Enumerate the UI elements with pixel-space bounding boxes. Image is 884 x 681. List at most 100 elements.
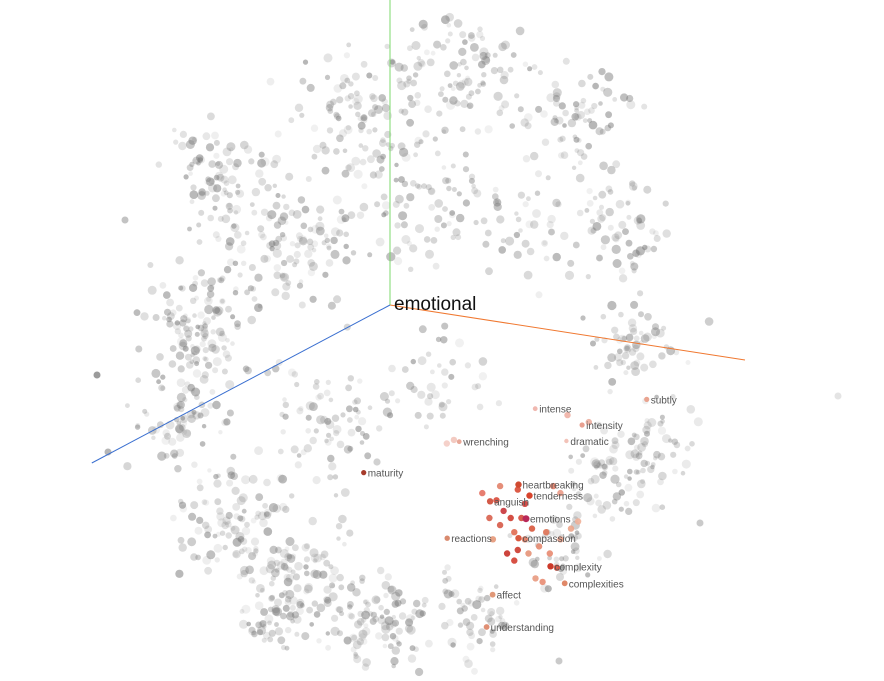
- cloud-point: [598, 459, 606, 466]
- cluster-point[interactable]: [557, 489, 564, 497]
- cluster-point[interactable]: [514, 546, 521, 554]
- neighbor-dot[interactable]: [515, 535, 522, 542]
- cloud-point: [372, 75, 379, 81]
- cloud-point: [556, 521, 563, 528]
- cloud-point: [541, 239, 548, 247]
- neighbor-point-emotions[interactable]: emotions: [522, 515, 571, 526]
- cloud-point: [196, 478, 203, 485]
- cloud-point: [597, 505, 606, 514]
- cluster-point[interactable]: [525, 550, 532, 557]
- neighbor-dot[interactable]: [561, 580, 568, 587]
- cloud-point: [371, 595, 381, 605]
- neighbor-point-tenderness[interactable]: tenderness: [526, 492, 583, 503]
- cloud-point: [445, 38, 451, 44]
- cloud-point: [392, 200, 400, 208]
- neighbor-dot[interactable]: [532, 406, 538, 412]
- cloud-point: [169, 345, 177, 352]
- cluster-point[interactable]: [450, 436, 458, 444]
- cloud-point: [397, 142, 406, 151]
- neighbor-point-intense[interactable]: intense: [532, 405, 572, 416]
- cluster-point[interactable]: [479, 489, 486, 497]
- neighbor-point-compassion[interactable]: compassion: [515, 534, 576, 545]
- cloud-point: [360, 60, 368, 68]
- cloud-point: [471, 383, 479, 391]
- cloud-point: [510, 52, 517, 58]
- cluster-point[interactable]: [553, 564, 561, 571]
- neighbor-point-complexities[interactable]: complexities: [561, 579, 624, 590]
- cluster-point[interactable]: [489, 536, 497, 543]
- neighbor-point-subtly[interactable]: subtly: [644, 395, 677, 406]
- neighbor-point-affect[interactable]: affect: [489, 591, 521, 602]
- cluster-point[interactable]: [521, 500, 529, 507]
- neighbor-dot[interactable]: [515, 481, 522, 488]
- neighbor-dot[interactable]: [456, 439, 462, 445]
- cluster-point[interactable]: [543, 529, 550, 536]
- neighbor-point-reactions[interactable]: reactions: [444, 534, 492, 545]
- cloud-point: [525, 220, 534, 229]
- cluster-point[interactable]: [585, 418, 592, 426]
- neighbor-dot[interactable]: [547, 563, 554, 570]
- cloud-point: [348, 104, 353, 109]
- cluster-point[interactable]: [514, 486, 521, 493]
- neighbor-point-anguish[interactable]: anguish: [486, 497, 529, 508]
- cluster-point[interactable]: [507, 514, 514, 522]
- cluster-point[interactable]: [521, 536, 529, 543]
- cloud-point: [198, 209, 205, 216]
- cluster-point[interactable]: [532, 575, 539, 582]
- cluster-point[interactable]: [564, 411, 571, 419]
- cluster-point[interactable]: [486, 514, 493, 522]
- cluster-point[interactable]: [535, 543, 543, 550]
- cluster-point[interactable]: [550, 482, 557, 490]
- cluster-point[interactable]: [511, 529, 518, 536]
- cloud-point: [630, 262, 639, 271]
- cluster-point[interactable]: [567, 525, 575, 532]
- neighbor-point-dramatic[interactable]: dramatic: [564, 437, 609, 448]
- neighbor-point-understanding[interactable]: understanding: [483, 623, 554, 634]
- cluster-point[interactable]: [539, 578, 546, 586]
- cloud-point: [626, 214, 632, 220]
- neighbor-dot[interactable]: [486, 498, 494, 505]
- neighbor-point-intensity[interactable]: intensity: [579, 421, 623, 432]
- cluster-point[interactable]: [500, 507, 507, 515]
- cluster-point[interactable]: [496, 521, 504, 529]
- cloud-point: [381, 624, 391, 634]
- cloud-point: [376, 155, 385, 164]
- cluster-point[interactable]: [443, 440, 450, 447]
- cluster-point[interactable]: [511, 557, 518, 564]
- cluster-point[interactable]: [546, 550, 553, 557]
- cluster-point[interactable]: [574, 518, 582, 525]
- cloud-point: [214, 498, 222, 506]
- neighbor-dot[interactable]: [361, 470, 367, 476]
- cloud-point: [580, 453, 586, 458]
- cluster-point[interactable]: [557, 536, 564, 543]
- cloud-point: [406, 381, 415, 390]
- neighbor-dot[interactable]: [483, 624, 490, 630]
- cloud-point: [611, 441, 620, 450]
- cloud-point: [414, 411, 422, 419]
- cluster-point[interactable]: [496, 482, 504, 490]
- cloud-point: [358, 127, 364, 134]
- neighbor-dot[interactable]: [444, 535, 450, 541]
- cloud-point: [378, 604, 384, 611]
- cluster-point[interactable]: [528, 525, 536, 532]
- neighbor-dot[interactable]: [579, 422, 585, 428]
- neighbor-dot[interactable]: [489, 591, 496, 598]
- neighbor-point-wrenching[interactable]: wrenching: [456, 438, 509, 449]
- cluster-point[interactable]: [493, 497, 500, 504]
- cloud-point: [620, 93, 629, 102]
- neighbor-dot[interactable]: [644, 396, 650, 402]
- cloud-point: [531, 64, 538, 70]
- neighbor-point-maturity[interactable]: maturity: [361, 469, 403, 480]
- neighbor-point-heartbreaking[interactable]: heartbreaking: [515, 481, 584, 492]
- neighbor-dot[interactable]: [526, 492, 533, 499]
- cluster-point[interactable]: [503, 550, 511, 557]
- neighbor-point-complexity[interactable]: complexity: [547, 562, 602, 573]
- neighbor-dot[interactable]: [522, 515, 530, 523]
- neighbor-dot[interactable]: [564, 438, 569, 444]
- cloud-point: [480, 217, 488, 225]
- cloud-point: [232, 204, 242, 214]
- cloud-point: [689, 441, 695, 447]
- cloud-point: [281, 291, 290, 301]
